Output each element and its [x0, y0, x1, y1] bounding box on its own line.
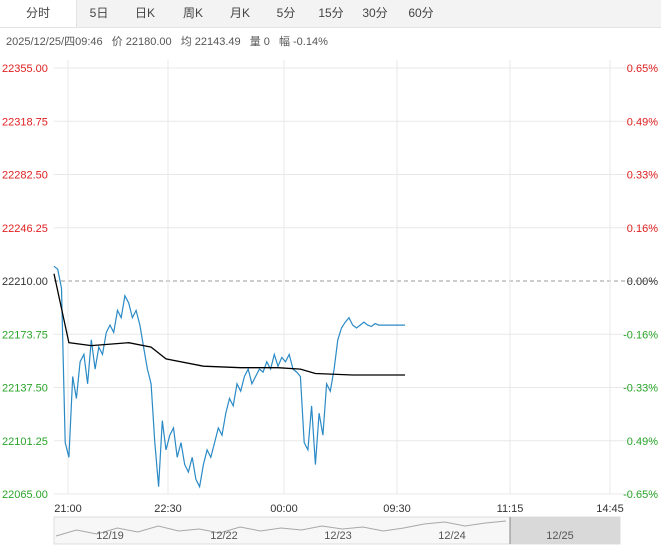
x-tick-label-0: 21:00: [54, 503, 82, 515]
tab-4[interactable]: 月K: [229, 6, 250, 20]
y-tick-right-label-7: 0.49%: [627, 436, 658, 448]
y-tick-label-3: 22246.25: [2, 223, 48, 235]
x-tick-label-2: 00:00: [270, 503, 298, 515]
info-price: 价 22180.00: [111, 36, 172, 48]
info-avg: 均 22143.49: [180, 36, 241, 48]
navigator-selection: [510, 517, 620, 544]
x-tick-label-3: 09:30: [383, 503, 411, 515]
y-tick-label-5: 22173.75: [2, 329, 48, 341]
info-datetime: 2025/12/25/四09:46: [6, 36, 103, 48]
y-tick-right-label-5: -0.16%: [623, 329, 658, 341]
y-tick-right-label-3: 0.16%: [627, 223, 658, 235]
y-tick-right-label-1: 0.49%: [627, 116, 658, 128]
x-tick-label-4: 11:15: [497, 503, 524, 515]
navigator-label-1: 12/22: [210, 530, 238, 542]
y-tick-right-label-8: -0.65%: [623, 489, 658, 501]
y-tick-right-label-2: 0.33%: [627, 170, 658, 182]
navigator-label-4: 12/25: [546, 530, 574, 542]
tab-6[interactable]: 15分: [318, 6, 344, 20]
tab-5[interactable]: 5分: [276, 6, 296, 20]
y-tick-right-label-4: 0.00%: [627, 276, 658, 288]
series-line-avg: [53, 273, 405, 376]
tab-8[interactable]: 60分: [408, 6, 434, 20]
y-tick-label-6: 22137.50: [2, 383, 48, 395]
navigator-label-3: 12/24: [438, 530, 466, 542]
x-tick-label-5: 14:45: [596, 503, 624, 515]
y-tick-label-2: 22282.50: [2, 170, 48, 182]
tab-7[interactable]: 30分: [362, 6, 388, 20]
series-line-price: [53, 265, 405, 489]
quote-info-bar: 2025/12/25/四09:46 价 22180.00 均 22143.49 …: [6, 33, 334, 49]
tab-1[interactable]: 5日: [89, 6, 109, 20]
y-tick-label-7: 22101.25: [2, 436, 48, 448]
tab-3[interactable]: 周K: [182, 6, 203, 20]
navigator-line: [55, 520, 507, 537]
chart-tabs: 分时 5日 日K 周K 月K 5分 15分 30分 60分: [0, 0, 661, 28]
info-change: 幅 -0.14%: [278, 36, 328, 48]
tab-0[interactable]: 分时: [0, 0, 77, 27]
y-tick-right-label-6: -0.33%: [623, 383, 658, 395]
y-tick-label-4: 22210.00: [2, 276, 48, 288]
navigator-label-2: 12/23: [324, 530, 352, 542]
x-tick-label-1: 22:30: [154, 503, 182, 515]
y-tick-label-1: 22318.75: [2, 116, 48, 128]
navigator-label-0: 12/19: [96, 530, 124, 542]
y-tick-label-8: 22065.00: [2, 489, 48, 501]
y-tick-label-0: 22355.00: [2, 63, 48, 75]
y-tick-right-label-0: 0.65%: [627, 63, 658, 75]
tab-2[interactable]: 日K: [134, 6, 155, 20]
info-volume: 量 0: [249, 36, 270, 48]
